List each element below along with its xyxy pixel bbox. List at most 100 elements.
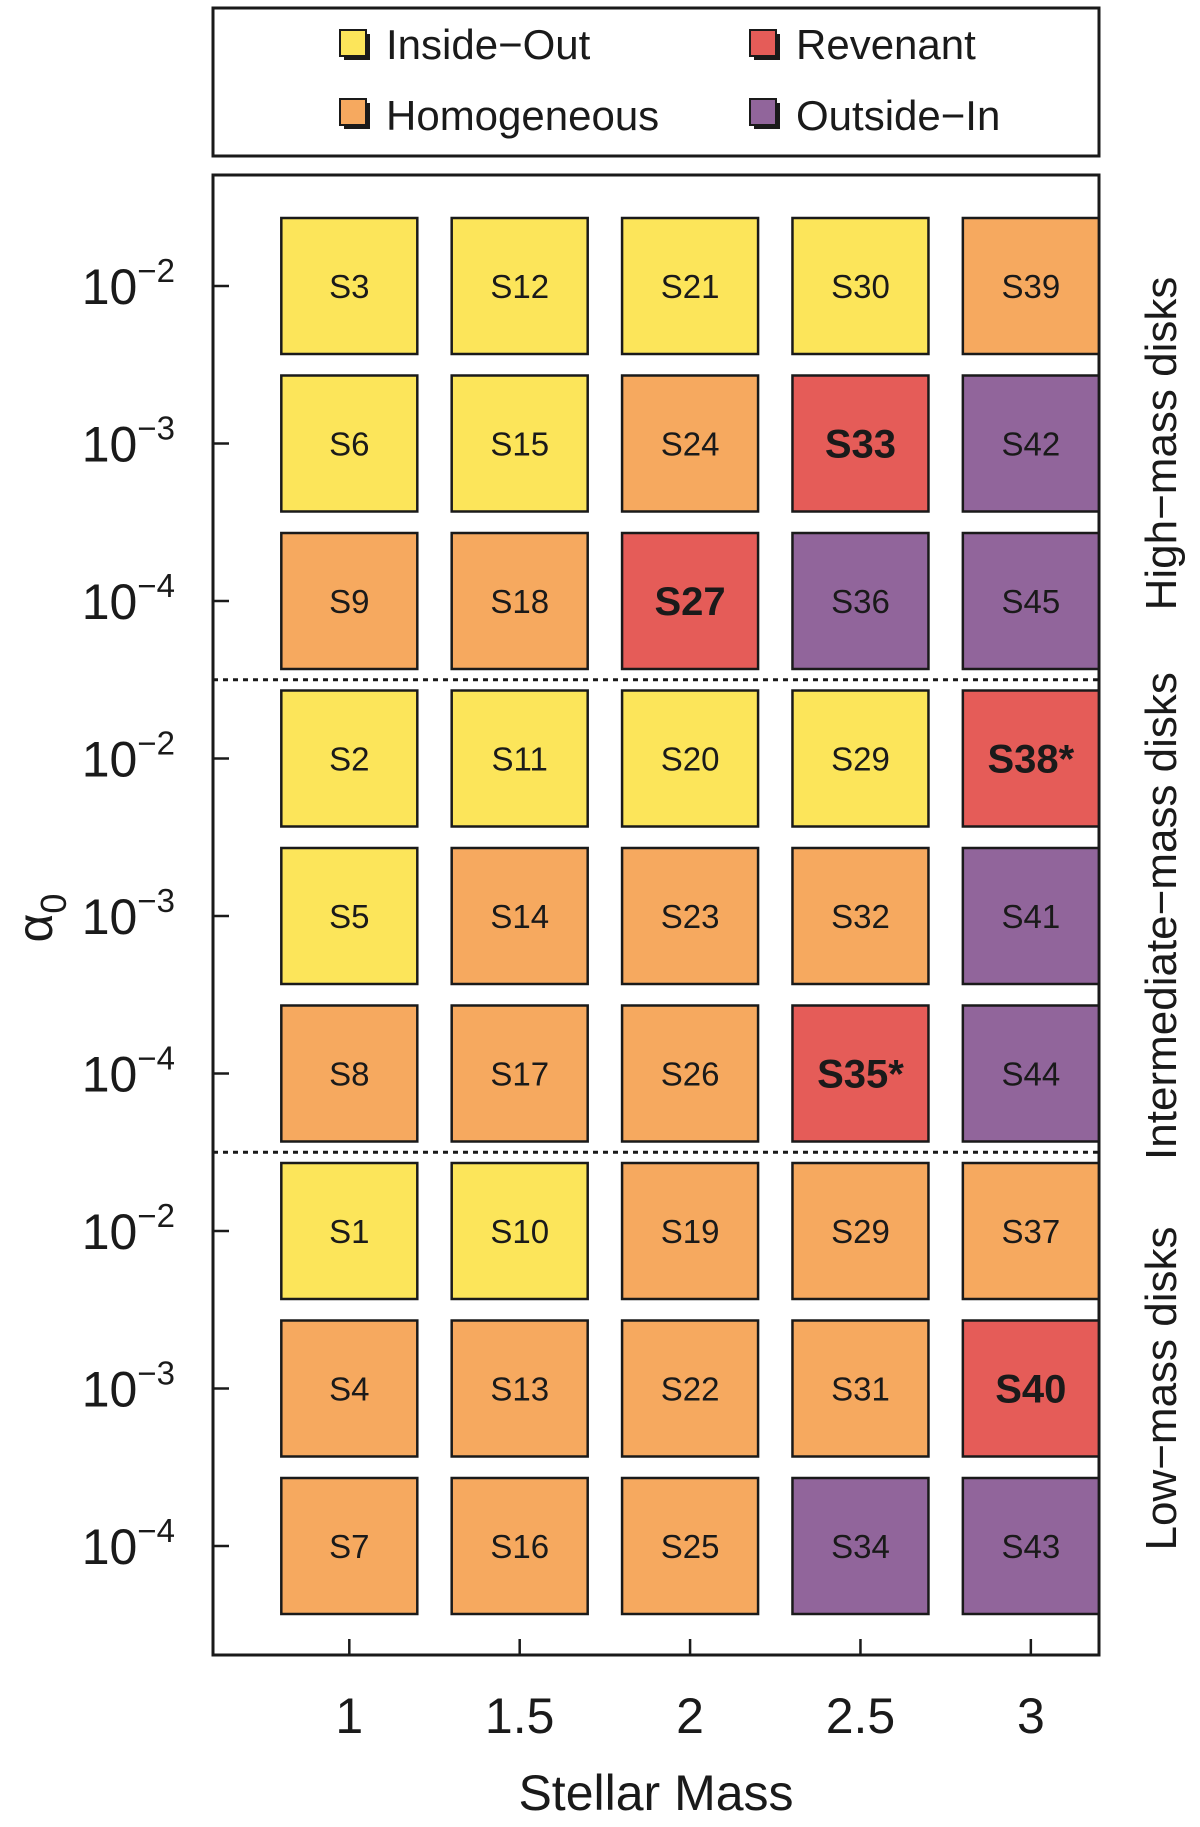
cell-s29: S29 [791,689,930,828]
cell-s31: S31 [791,1319,930,1458]
cell-label: S5 [329,898,369,935]
cell-label: S8 [329,1056,369,1093]
cell-label: S12 [490,268,549,305]
cell-s14: S14 [450,846,589,986]
x-tick-label: 3 [1017,1688,1045,1744]
cell-label: S37 [1001,1213,1060,1250]
legend-swatch-inside-out [339,29,370,60]
legend-swatch-homogeneous [339,98,370,129]
y-axis-title: α0 [7,894,74,943]
cell-label: S9 [329,583,369,620]
legend-swatch-revenant [749,29,780,60]
y-tick-label: 10−3 [82,882,175,945]
legend-label-outside-in: Outside−In [796,92,1000,139]
cell-label: S23 [661,898,720,935]
cell-label: S29 [831,741,890,778]
cell-s33: S33 [791,374,930,513]
cell-s8: S8 [280,1004,419,1143]
cell-label: S33 [825,423,896,467]
cell-label: S10 [490,1213,549,1250]
cell-label: S25 [661,1528,720,1565]
cell-label: S43 [1001,1528,1060,1565]
legend-swatch-outside-in [749,98,780,129]
legend: Inside−Out Revenant Homogeneous Outside−In [211,6,1101,158]
cell-s42: S42 [961,374,1101,513]
cell-s39: S39 [961,216,1101,356]
cell-s5: S5 [280,846,419,986]
cell-label: S11 [492,741,548,778]
cell-s16: S16 [450,1476,589,1616]
x-tick-label: 2 [676,1688,704,1744]
cell-label: S26 [661,1056,720,1093]
cell-label: S22 [661,1371,720,1408]
y-tick-label: 10−2 [82,1197,175,1260]
y-axis-title-subscript: 0 [33,894,74,914]
cell-s2: S2 [280,689,419,828]
cell-s10: S10 [450,1161,589,1301]
cell-label: S41 [1001,898,1060,935]
cell-label: S20 [661,741,720,778]
legend-label-homogeneous: Homogeneous [386,92,659,139]
y-tick-label: 10−4 [82,1512,175,1575]
cell-s32: S32 [791,846,930,986]
cell-label: S40 [995,1368,1066,1412]
cell-s40: S40 [961,1319,1101,1458]
cell-s18: S18 [450,531,589,671]
y-tick-label: 10−3 [82,1355,175,1418]
y-axis-title-symbol: α [7,914,63,943]
cell-label: S32 [831,898,890,935]
cell-label: S2 [329,741,369,778]
cell-s4: S4 [280,1319,419,1458]
cell-s12: S12 [450,216,589,356]
cell-s15: S15 [450,374,589,513]
cell-s7: S7 [280,1476,419,1616]
cell-s45: S45 [961,531,1101,671]
cell-s3: S3 [280,216,419,356]
cell-label: S30 [831,268,890,305]
group-label-3: Low−mass disks [1137,1226,1186,1550]
cell-label: S6 [329,426,369,463]
cell-s9: S9 [280,531,419,671]
y-tick-label: 10−4 [82,567,175,630]
cell-s37: S37 [961,1161,1101,1301]
cell-label: S17 [490,1056,549,1093]
group-label-1: High−mass disks [1137,277,1186,611]
cell-s38-star: S38* [961,689,1101,828]
cell-s30: S30 [791,216,930,356]
x-axis-title: Stellar Mass [518,1765,793,1821]
y-tick-label: 10−2 [82,725,175,788]
cell-label: S3 [329,268,369,305]
cell-label: S21 [661,268,720,305]
cell-label: S31 [831,1371,890,1408]
cell-label: S4 [329,1371,369,1408]
cell-s6: S6 [280,374,419,513]
cell-s44: S44 [961,1004,1101,1143]
cell-label: S15 [490,426,549,463]
cell-label: S38* [987,738,1074,782]
y-tick-label: 10−4 [82,1040,175,1103]
cell-s43: S43 [961,1476,1101,1616]
y-tick-label: 10−3 [82,410,175,473]
group-label-2: Intermediate−mass disks [1137,672,1186,1160]
cell-s22: S22 [620,1319,760,1458]
cell-s24: S24 [620,374,760,513]
cell-s36: S36 [791,531,930,671]
cell-s1: S1 [280,1161,419,1301]
cell-label: S39 [1001,268,1060,305]
cell-s41: S41 [961,846,1101,986]
cell-label: S45 [1001,583,1060,620]
legend-label-revenant: Revenant [796,21,976,68]
cell-s21: S21 [620,216,760,356]
cell-s17: S17 [450,1004,589,1143]
cell-s13: S13 [450,1319,589,1458]
group-labels: High−mass disks Intermediate−mass disks Lo… [1137,277,1186,1551]
cell-s11: S11 [450,689,589,828]
legend-label-inside-out: Inside−Out [386,21,591,68]
cell-s34: S34 [791,1476,930,1616]
cell-label: S19 [661,1213,720,1250]
plot-area: S3 S12 S21 S30 S39 S6 S15 S24 S33 S42 S9 S18 S27 S36 S… [211,173,1101,1657]
x-tick-label: 1.5 [485,1688,555,1744]
cell-label: S27 [654,580,725,624]
cell-label: S34 [831,1528,890,1565]
cell-label: S16 [490,1528,549,1565]
